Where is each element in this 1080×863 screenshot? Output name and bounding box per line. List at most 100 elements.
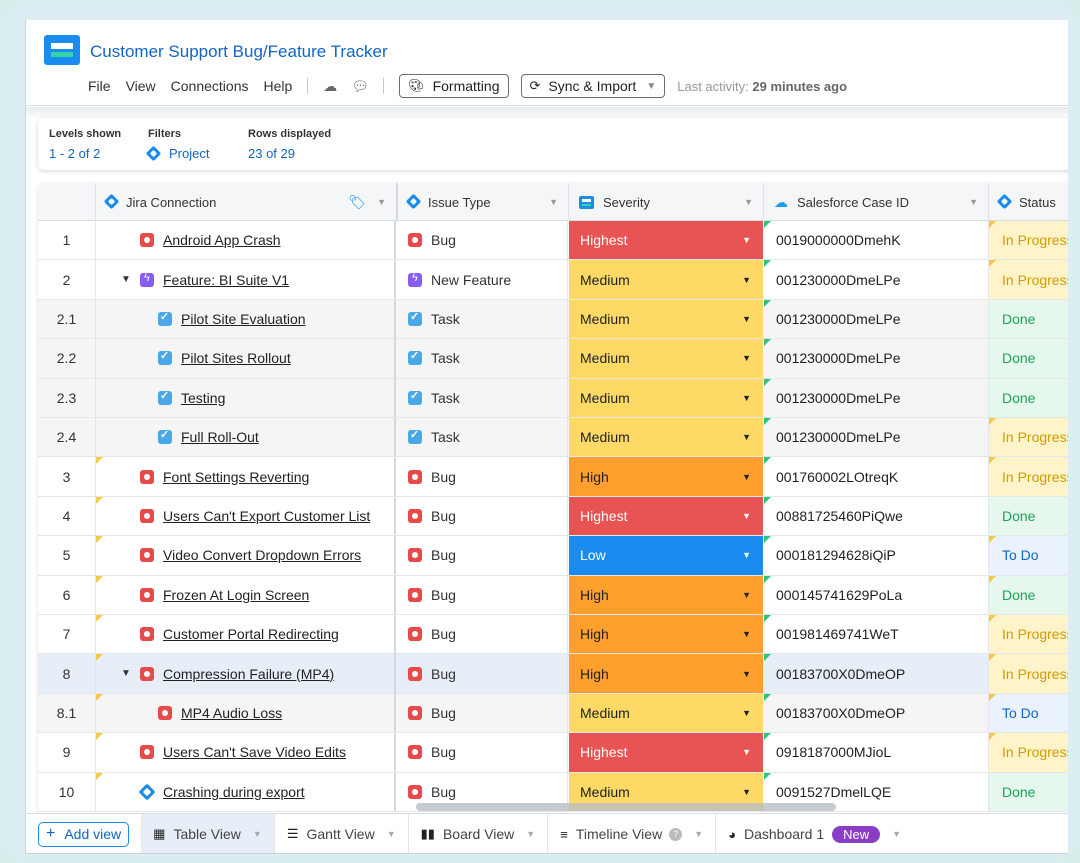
salesforce-case-cell[interactable]: 001760002LOtreqK (764, 457, 989, 496)
severity-dropdown[interactable]: Highest ▼ (569, 733, 763, 772)
table-row[interactable]: 9 Users Can't Save Video Edits Bug Highest ▼… (38, 733, 1068, 773)
chevron-down-icon[interactable]: ▼ (742, 353, 751, 364)
table-row[interactable]: 2 ▼ Feature: BI Suite V1 New Feature Medium ▼… (38, 260, 1068, 300)
table-row[interactable]: 10 Crashing during export Bug Medium ▼ 009152… (38, 772, 1068, 812)
severity-cell[interactable]: Highest ▼ (569, 496, 763, 536)
issue-name-link[interactable]: Pilot Sites Rollout (181, 350, 291, 367)
levels-shown[interactable]: Levels shown 1 - 2 of 2 (49, 128, 121, 161)
chevron-down-icon[interactable]: ▼ (377, 197, 386, 207)
status-cell[interactable]: To Do (989, 693, 1068, 733)
issue-type-cell[interactable]: Task (398, 339, 568, 378)
rows-displayed[interactable]: Rows displayed 23 of 29 (248, 128, 331, 161)
menu-help[interactable]: Help (263, 78, 293, 94)
status-cell[interactable]: Done (989, 575, 1068, 614)
status-cell[interactable]: To Do (989, 536, 1068, 575)
issue-type-cell[interactable]: Bug (398, 615, 568, 654)
issue-name-link[interactable]: Compression Failure (MP4) (163, 665, 335, 682)
salesforce-case-cell[interactable]: 00881725460PiQwe (764, 496, 989, 536)
status-cell[interactable]: Done (989, 772, 1068, 811)
issue-type-cell[interactable]: Bug (398, 575, 568, 614)
add-view-button[interactable]: + Add view (38, 821, 130, 847)
issue-type-cell[interactable]: Bug (398, 654, 568, 693)
issue-name-link[interactable]: Pilot Site Evaluation (181, 310, 306, 327)
help-icon[interactable]: ? (669, 827, 683, 841)
status-cell[interactable]: In Progress (989, 418, 1068, 457)
severity-cell[interactable]: Medium ▼ (569, 418, 763, 457)
chevron-down-icon[interactable]: ▼ (742, 550, 751, 561)
issue-type-cell[interactable]: Task (398, 378, 568, 417)
salesforce-case-cell[interactable]: 001230000DmeLPe (764, 260, 989, 299)
issue-type-cell[interactable]: Bug (398, 772, 568, 811)
chevron-down-icon[interactable]: ▼ (742, 392, 751, 403)
jira-connection-cell[interactable]: Frozen At Login Screen (96, 575, 396, 614)
severity-dropdown[interactable]: High ▼ (569, 457, 763, 496)
salesforce-case-cell[interactable]: 001230000DmeLPe (764, 339, 989, 378)
severity-dropdown[interactable]: Medium ▼ (569, 378, 763, 417)
issue-name-link[interactable]: Customer Portal Redirecting (163, 626, 339, 643)
tab-board-view[interactable]: ▮▮ Board View ▼ (409, 813, 549, 853)
severity-dropdown[interactable]: Medium ▼ (569, 339, 763, 378)
jira-connection-cell[interactable]: Users Can't Save Video Edits (96, 733, 396, 772)
severity-dropdown[interactable]: Medium ▼ (569, 299, 763, 339)
severity-dropdown[interactable]: High ▼ (569, 615, 763, 654)
chevron-down-icon[interactable]: ▼ (252, 829, 262, 839)
table-row[interactable]: 2.1 Pilot Site Evaluation Task Medium ▼ 00123… (38, 299, 1068, 340)
table-row[interactable]: 2.3 Testing Task Medium ▼ 001230000DmeLPe Done (38, 378, 1068, 418)
issue-type-cell[interactable]: Task (398, 418, 568, 457)
issue-type-cell[interactable]: New Feature (398, 260, 568, 299)
chevron-down-icon[interactable]: ▼ (892, 829, 902, 839)
jira-connection-cell[interactable]: Android App Crash (96, 221, 396, 260)
severity-cell[interactable]: Medium ▼ (569, 693, 763, 733)
salesforce-case-cell[interactable]: 001230000DmeLPe (764, 378, 989, 417)
chevron-down-icon[interactable]: ▼ (742, 432, 751, 443)
jira-connection-cell[interactable]: Customer Portal Redirecting (96, 615, 396, 654)
salesforce-case-cell[interactable]: 0091527DmelLQE (764, 772, 989, 811)
severity-cell[interactable]: High ▼ (569, 654, 763, 693)
issue-type-cell[interactable]: Bug (398, 733, 568, 772)
issue-name-link[interactable]: Android App Crash (163, 232, 281, 249)
severity-cell[interactable]: High ▼ (569, 457, 763, 496)
table-row[interactable]: 3 Font Settings Reverting Bug High ▼ 00176000… (38, 457, 1068, 497)
severity-dropdown[interactable]: Medium ▼ (569, 693, 763, 733)
chevron-down-icon[interactable]: ▼ (742, 235, 751, 246)
status-cell[interactable]: In Progress (989, 654, 1068, 693)
salesforce-case-cell[interactable]: 0019000000DmehK (764, 221, 989, 260)
severity-cell[interactable]: Medium ▼ (569, 378, 763, 417)
chevron-down-icon[interactable]: ▼ (742, 629, 751, 640)
chevron-down-icon[interactable]: ▼ (742, 786, 751, 797)
issue-type-cell[interactable]: Bug (398, 536, 568, 575)
column-header-severity[interactable]: Severity ▼ (569, 183, 764, 221)
severity-dropdown[interactable]: Medium ▼ (569, 260, 763, 299)
issue-type-cell[interactable]: Bug (398, 221, 568, 260)
chevron-down-icon[interactable]: ▼ (969, 197, 978, 207)
severity-cell[interactable]: High ▼ (569, 575, 763, 614)
severity-cell[interactable]: Highest ▼ (569, 733, 763, 772)
chevron-down-icon[interactable]: ▼ (742, 274, 751, 285)
chevron-down-icon[interactable]: ▼ (742, 471, 751, 482)
menu-connections[interactable]: Connections (170, 78, 249, 94)
salesforce-case-cell[interactable]: 001230000DmeLPe (764, 418, 989, 457)
chevron-down-icon[interactable]: ▼ (742, 313, 751, 324)
issue-name-link[interactable]: Users Can't Save Video Edits (163, 744, 346, 761)
table-row[interactable]: 4 Users Can't Export Customer List Bug High… (38, 496, 1068, 537)
table-row[interactable]: 1 Android App Crash Bug Highest ▼ 0019000000D… (38, 221, 1068, 261)
levels-shown-value[interactable]: 1 - 2 of 2 (49, 146, 101, 161)
cloud-icon[interactable]: ☁ (323, 77, 338, 94)
jira-connection-cell[interactable]: Font Settings Reverting (96, 457, 396, 496)
severity-dropdown[interactable]: High ▼ (569, 654, 763, 693)
column-header-jira[interactable]: Jira Connection 🏷︎ ▼ (96, 183, 398, 221)
severity-dropdown[interactable]: Highest ▼ (569, 496, 763, 536)
severity-dropdown[interactable]: Highest ▼ (569, 221, 763, 260)
issue-type-cell[interactable]: Bug (398, 496, 568, 536)
issue-type-cell[interactable]: Bug (398, 457, 568, 496)
issue-name-link[interactable]: MP4 Audio Loss (181, 704, 283, 721)
sync-import-button[interactable]: ⟳ Sync & Import ▼ (520, 74, 666, 98)
salesforce-case-cell[interactable]: 00183700X0DmeOP (764, 693, 989, 733)
chevron-down-icon[interactable]: ▼ (526, 829, 536, 839)
tab-dashboard[interactable]: ◕ Dashboard 1 New ▼ (716, 814, 913, 854)
issue-type-cell[interactable]: Bug (398, 693, 568, 733)
tab-timeline-view[interactable]: ≡ Timeline View ? ▼ (548, 813, 717, 853)
issue-name-link[interactable]: Users Can't Export Customer List (163, 507, 371, 524)
status-cell[interactable]: In Progress (989, 733, 1068, 772)
salesforce-case-cell[interactable]: 000145741629PoLa (764, 575, 989, 614)
